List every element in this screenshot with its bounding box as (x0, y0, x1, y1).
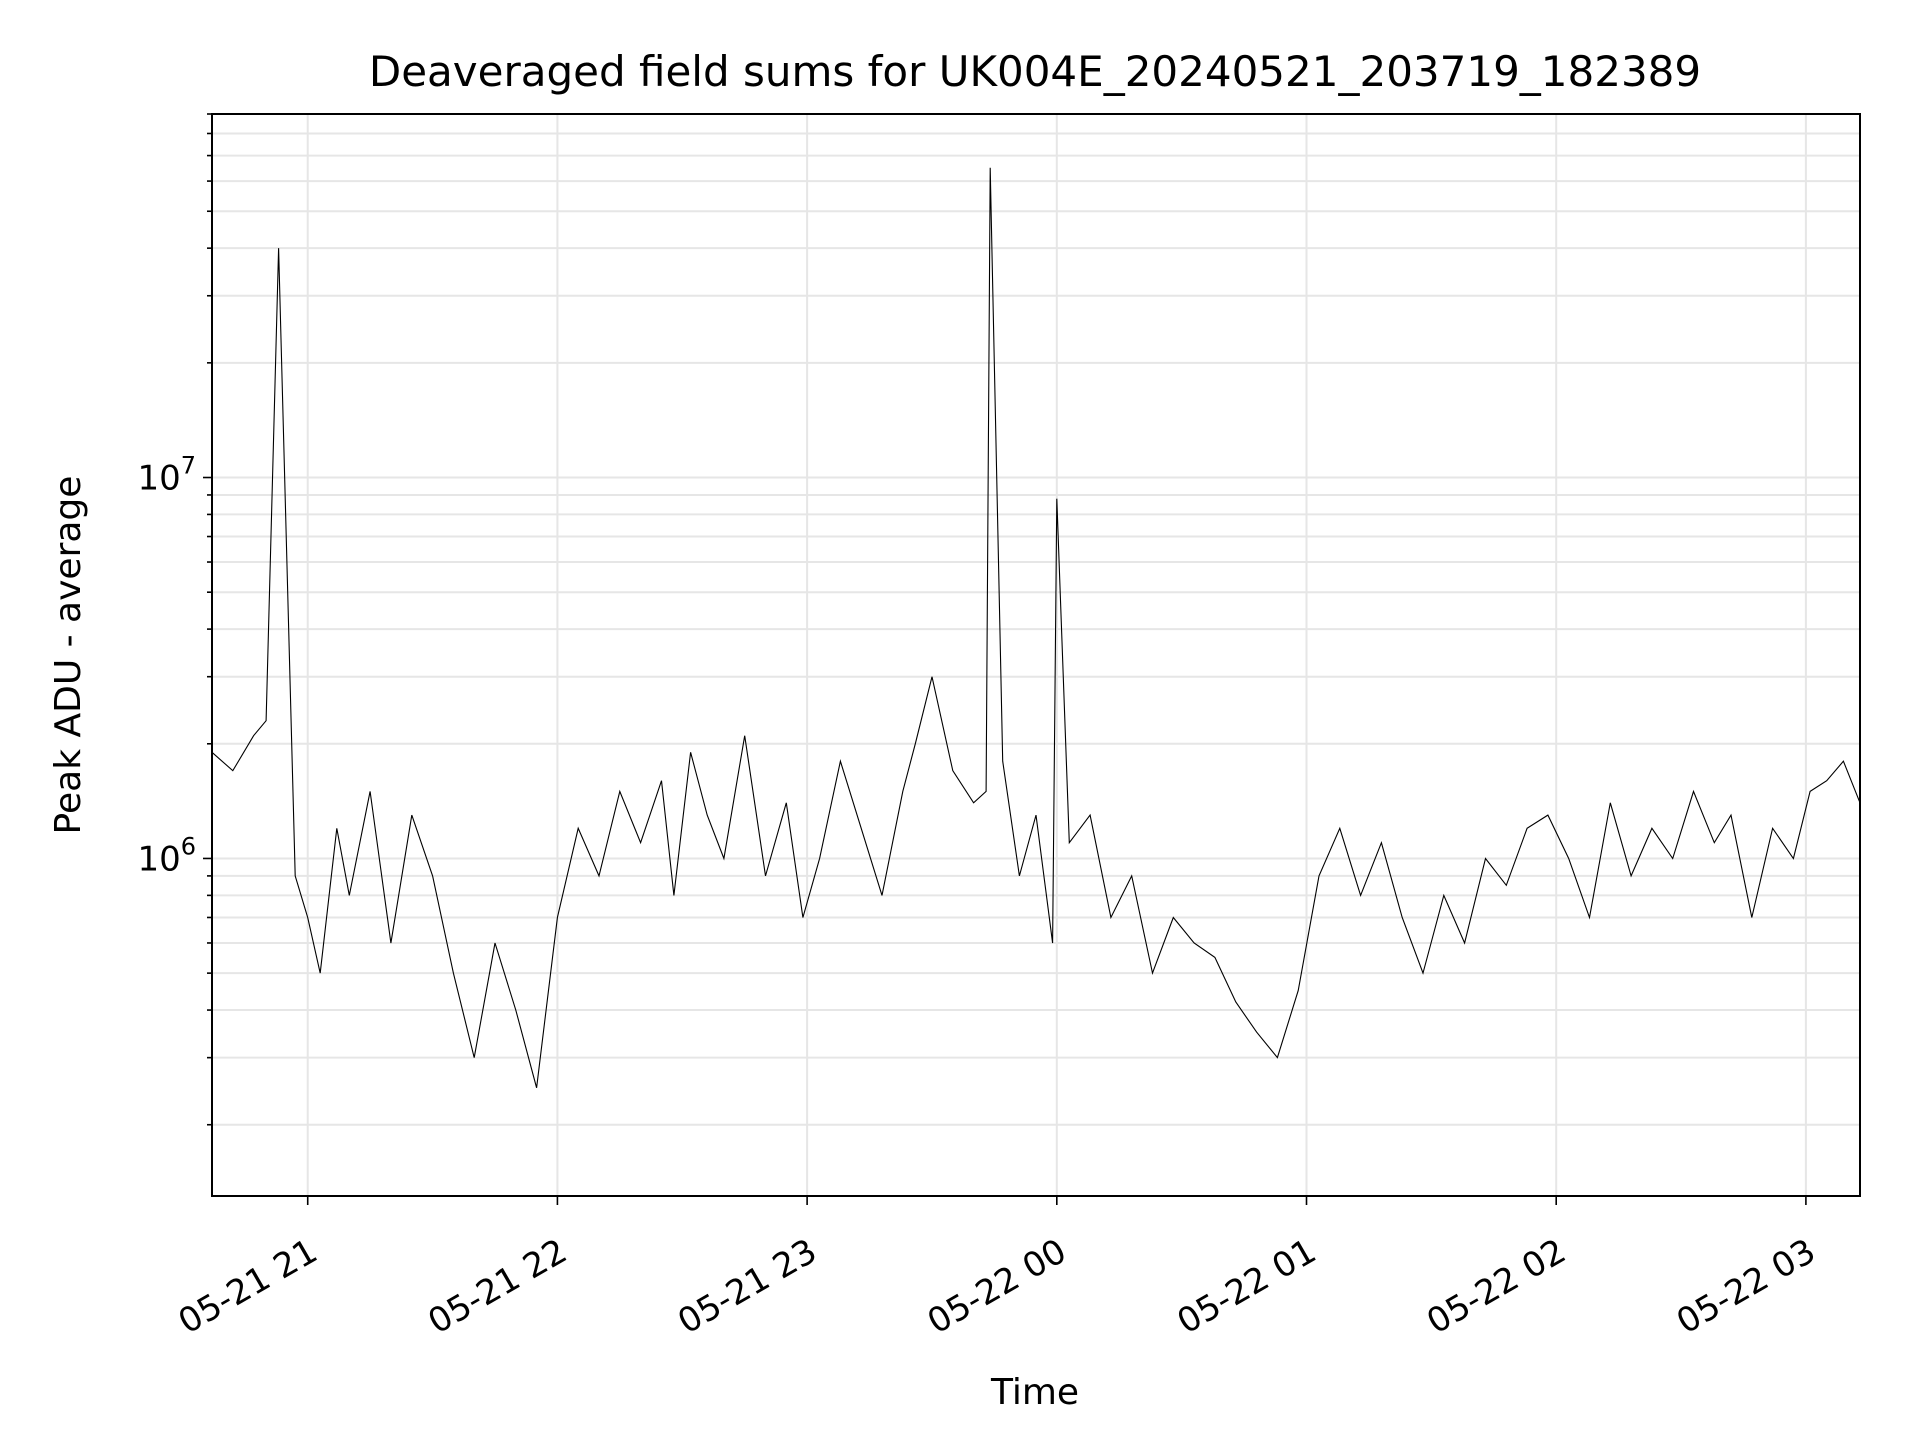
x-tick-label: 05-22 02 (1420, 1231, 1572, 1342)
y-axis-label: Peak ADU - average (48, 476, 89, 835)
y-tick-label: 106 (137, 832, 196, 879)
series-line-group (211, 167, 1861, 1088)
x-tick-label: 05-21 23 (671, 1231, 823, 1342)
grid (203, 113, 1860, 1196)
x-axis-label: Time (990, 1372, 1079, 1413)
x-tick-label: 05-22 00 (921, 1231, 1073, 1342)
x-tick-label: 05-22 03 (1670, 1231, 1822, 1342)
series-line (211, 167, 1861, 1088)
x-tick-label: 05-22 01 (1171, 1231, 1323, 1342)
plot-frame (211, 113, 1861, 1197)
x-tick-label: 05-21 22 (422, 1231, 574, 1342)
chart-title: Deaveraged field sums for UK004E_2024052… (369, 47, 1701, 96)
x-axis-ticks: 05-21 21 05-21 22 05-21 23 05-22 00 05-22 01… (172, 1196, 1822, 1342)
y-axis-ticks: 106 107 (137, 452, 196, 880)
x-tick-label: 05-21 21 (172, 1231, 324, 1342)
y-tick-label: 107 (137, 452, 196, 499)
